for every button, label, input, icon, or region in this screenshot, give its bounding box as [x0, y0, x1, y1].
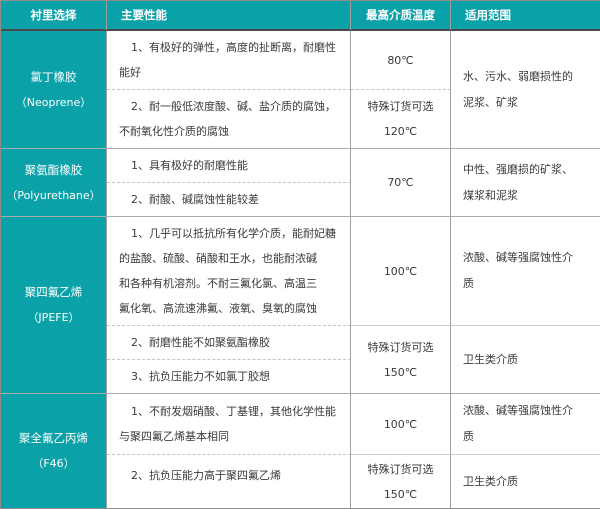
- application-cell: 中性、强磨损的矿浆、 煤浆和泥浆: [451, 148, 600, 216]
- material-name-cell-neoprene: 氯丁橡胶 （Neoprene）: [1, 31, 107, 148]
- temperature-cell: 70℃: [351, 148, 451, 216]
- material-name: 聚氨酯橡胶: [24, 162, 83, 177]
- table-row: 3、抗负压能力不如氯丁胶想: [1, 359, 600, 393]
- table-row: 氯丁橡胶 （Neoprene） 1、有极好的弹性，高度的扯断离，耐磨性 能好 8…: [1, 31, 600, 148]
- performance-cell: 2、耐酸、碱腐蚀性能较差: [107, 182, 351, 216]
- performance-cell: 2、抗负压能力高于聚四氟乙烯: [107, 454, 351, 508]
- header-application-range: 适用范围: [451, 1, 600, 31]
- material-alias: （F46）: [32, 457, 75, 470]
- temperature-cell: 100℃: [351, 216, 451, 325]
- temperature-cell: 特殊订货可选 150℃: [351, 454, 451, 508]
- performance-cell: 3、抗负压能力不如氯丁胶想: [107, 359, 351, 393]
- temperature-cell: 100℃: [351, 393, 451, 454]
- temperature-cell: 80℃: [351, 31, 451, 89]
- material-alias: （JPEFE）: [27, 311, 80, 324]
- header-max-medium-temperature: 最高介质温度: [351, 1, 451, 31]
- table-row: 聚全氟乙丙烯 （F46） 1、不耐发烟硝酸、丁基锂，其他化学性能 与聚四氟乙烯基…: [1, 393, 600, 508]
- table-row: 聚四氟乙烯 （JPEFE） 1、几乎可以抵抗所有化学介质，能耐妃糖 的盐酸、硫酸…: [1, 216, 600, 393]
- table-row: 2、耐一般低浓度酸、碱、盐介质的腐蚀， 不耐氧化性介质的腐蚀 特殊订货可选 12…: [1, 89, 600, 148]
- application-cell: 卫生类介质: [451, 325, 600, 393]
- performance-cell: 1、不耐发烟硝酸、丁基锂，其他化学性能 与聚四氟乙烯基本相同: [107, 393, 351, 454]
- header-lining-selection: 衬里选择: [1, 1, 107, 31]
- material-name: 聚四氟乙烯: [24, 285, 83, 299]
- temperature-cell: 特殊订货可选 120℃: [351, 89, 451, 148]
- table-row: 2、耐酸、碱腐蚀性能较差: [1, 182, 600, 216]
- application-cell: 浓酸、碱等强腐蚀性介 质: [451, 393, 600, 454]
- application-cell: 水、污水、弱磨损性的 泥浆、矿浆: [463, 69, 573, 109]
- header-main-performance: 主要性能: [107, 1, 351, 31]
- application-cell: 卫生类介质: [451, 454, 600, 508]
- performance-cell: 2、耐一般低浓度酸、碱、盐介质的腐蚀， 不耐氧化性介质的腐蚀: [107, 89, 351, 148]
- performance-cell: 1、几乎可以抵抗所有化学介质，能耐妃糖 的盐酸、硫酸、硝酸和王水，也能耐浓碱 和…: [107, 216, 351, 325]
- temperature-cell: 特殊订货可选 150℃: [351, 325, 451, 393]
- material-name: 氯丁橡胶: [30, 69, 77, 84]
- performance-cell: 1、有极好的弹性，高度的扯断离，耐磨性 能好: [107, 31, 351, 89]
- material-name: 聚全氟乙丙烯: [19, 431, 88, 445]
- application-cell: 浓酸、碱等强腐蚀性介 质: [451, 216, 600, 325]
- material-alias: （Polyurethane）: [6, 188, 101, 202]
- performance-cell: 1、具有极好的耐磨性能: [107, 148, 351, 182]
- material-name-cell-f46: 聚全氟乙丙烯 （F46）: [1, 393, 107, 508]
- material-name-cell-ptfe: 聚四氟乙烯 （JPEFE）: [1, 216, 107, 393]
- material-alias: （Neoprene）: [15, 95, 92, 109]
- material-name-cell-polyurethane: 聚氨酯橡胶 （Polyurethane）: [1, 148, 107, 216]
- performance-cell: 2、耐磨性能不如聚氨酯橡胶: [107, 325, 351, 359]
- table-row: 2、耐磨性能不如聚氨酯橡胶 特殊订货可选 150℃ 卫生类介质: [1, 325, 600, 393]
- header-row: 衬里选择 主要性能 最高介质温度 适用范围: [1, 1, 600, 31]
- table-row: 聚氨酯橡胶 （Polyurethane） 1、具有极好的耐磨性能 70℃ 中性、…: [1, 148, 600, 216]
